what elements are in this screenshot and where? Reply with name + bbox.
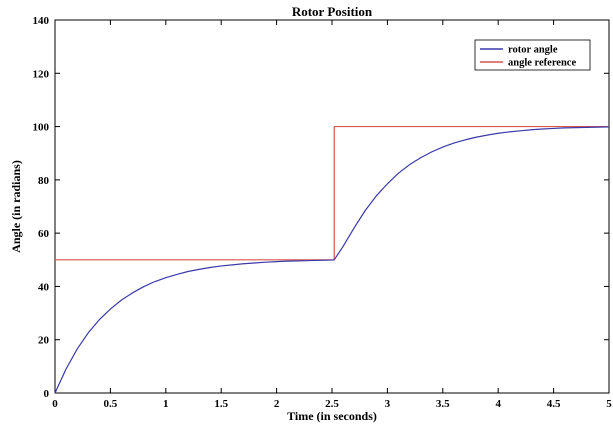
x-tick-label: 3.5 — [436, 398, 450, 410]
series-line-angle-reference — [55, 125, 609, 261]
y-tick-label: 40 — [38, 281, 50, 293]
x-axis-label: Time (in seconds) — [287, 409, 377, 423]
chart-title: Rotor Position — [292, 4, 373, 19]
x-tick-label: 3 — [385, 398, 391, 410]
y-tick-label: 100 — [33, 122, 50, 134]
x-tick-label: 4 — [495, 398, 501, 410]
x-tick-label: 0 — [52, 398, 58, 410]
x-tick-label: 2 — [274, 398, 280, 410]
plot-area: 0 0.5 1 1.5 2 2.5 3 3.5 4 4.5 5 0 20 40 60 80 100 120 140 — [33, 15, 613, 410]
x-tick-label: 0.5 — [104, 398, 118, 410]
y-tick-label: 20 — [38, 335, 50, 347]
x-tick-label: 2.5 — [325, 398, 339, 410]
legend: rotor angle angle reference — [474, 39, 591, 71]
y-tick-label: 120 — [33, 68, 50, 80]
y-tick-label: 0 — [44, 388, 50, 400]
legend-label: rotor angle — [508, 45, 558, 56]
axes-box — [54, 19, 610, 394]
x-tick-label: 4.5 — [547, 398, 561, 410]
x-tick-label: 5 — [606, 398, 612, 410]
x-tick-label: 1.5 — [214, 398, 228, 410]
y-axis-label: Angle (in radians) — [9, 160, 23, 253]
series-line-rotor-angle — [54, 126, 610, 394]
legend-label: angle reference — [508, 58, 576, 69]
y-tick-label: 60 — [38, 228, 50, 240]
x-tick-label: 1 — [163, 398, 169, 410]
y-tick-label: 140 — [33, 15, 50, 27]
legend-box — [474, 39, 591, 71]
y-tick-label: 80 — [38, 175, 50, 187]
